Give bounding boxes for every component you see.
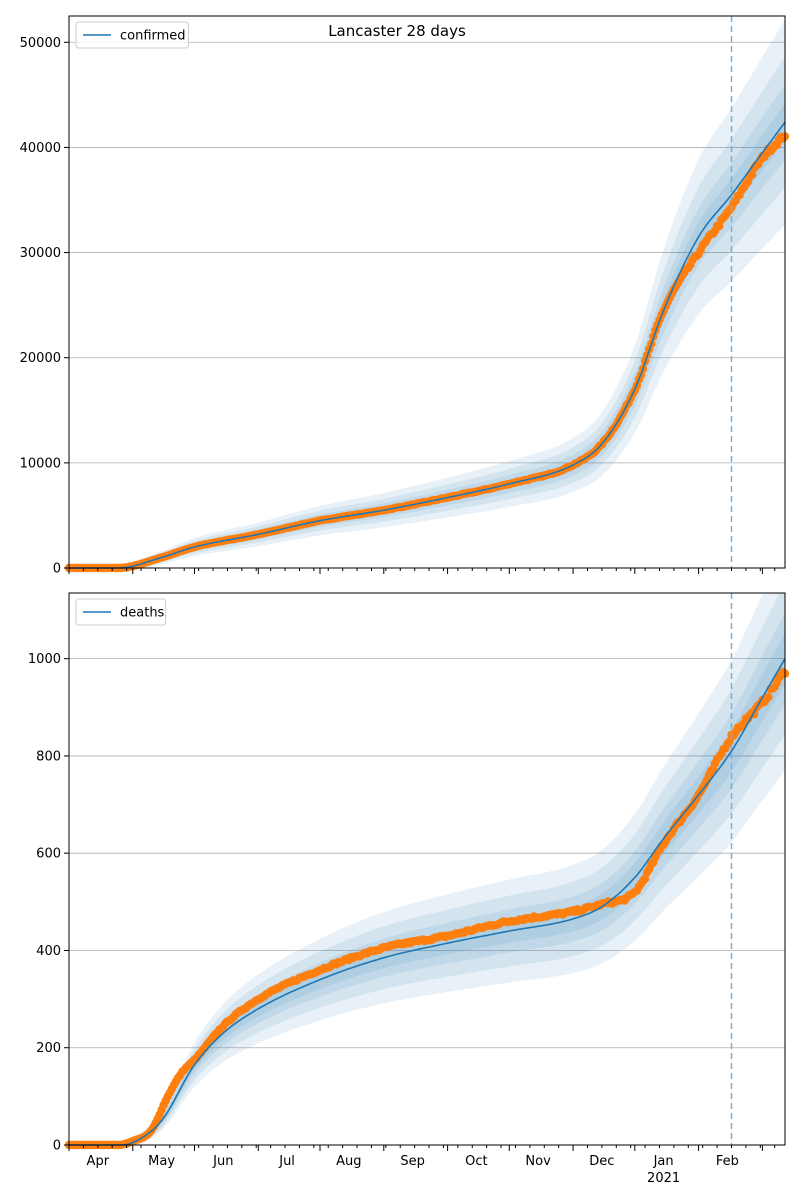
- chart-title: Lancaster 28 days: [328, 22, 466, 40]
- deaths-legend-label: deaths: [120, 606, 165, 621]
- deaths-y-axis: 0 200 400 600 800 1000: [28, 652, 69, 1154]
- x-tick-label-0: Apr: [87, 1154, 110, 1169]
- x-axis-year-label: 2021: [647, 1171, 680, 1186]
- deaths-legend-box: [75, 598, 167, 626]
- y-tick-label-1: 10000: [20, 456, 61, 471]
- deaths-x-axis-ticks: [68, 1145, 776, 1151]
- confirmed-panel: 0 10000 20000 30000 40000 50000 confirmed Lan…: [20, 15, 790, 577]
- confirmed-legend: confirmed: [75, 21, 189, 49]
- y-tick-label-3: 600: [36, 847, 61, 862]
- deaths-panel: 0 200 400 600 800 1000 Apr May Jun Jul Aug Sep Oct N…: [28, 592, 790, 1186]
- x-tick-label-4: Aug: [336, 1154, 361, 1169]
- observed-point: [640, 874, 650, 883]
- y-tick-label-0: 0: [53, 562, 61, 577]
- deaths-x-axis-labels: Apr May Jun Jul Aug Sep Oct Nov Dec Jan Feb: [87, 1154, 739, 1169]
- uncertainty-band-0: [69, 633, 785, 1145]
- y-tick-label-4: 800: [36, 749, 61, 764]
- y-tick-label-5: 1000: [28, 652, 61, 667]
- x-tick-label-1: May: [148, 1154, 175, 1169]
- uncertainty-band-1: [69, 84, 785, 569]
- deaths-legend: deaths: [75, 598, 167, 626]
- x-tick-label-7: Nov: [525, 1154, 551, 1169]
- uncertainty-band-1: [69, 612, 785, 1145]
- uncertainty-band-3: [69, 19, 785, 568]
- y-tick-label-2: 20000: [20, 351, 61, 366]
- deaths-axes-frame: [68, 592, 786, 1146]
- y-tick-label-5: 50000: [20, 36, 61, 51]
- confirmed-x-axis-ticks: [68, 568, 776, 574]
- y-tick-label-4: 40000: [20, 141, 61, 156]
- x-tick-label-9: Jan: [653, 1154, 674, 1169]
- y-tick-label-0: 0: [53, 1139, 61, 1154]
- confirmed-model-line: [69, 121, 786, 569]
- x-tick-label-10: Feb: [716, 1154, 739, 1169]
- x-tick-label-5: Sep: [400, 1154, 425, 1169]
- observed-point: [747, 170, 757, 179]
- y-tick-label-2: 400: [36, 944, 61, 959]
- y-tick-label-3: 30000: [20, 246, 61, 261]
- x-tick-label-8: Dec: [589, 1154, 614, 1169]
- confirmed-legend-label: confirmed: [120, 29, 186, 44]
- confirmed-y-axis: 0 10000 20000 30000 40000 50000: [20, 36, 69, 577]
- deaths-observed-points: [64, 667, 790, 1150]
- y-tick-label-1: 200: [36, 1041, 61, 1056]
- x-tick-label-3: Jul: [278, 1154, 295, 1169]
- confirmed-legend-box: [75, 21, 189, 49]
- x-tick-label-2: Jun: [212, 1154, 233, 1169]
- confirmed-axes-frame: [68, 15, 786, 569]
- x-tick-label-6: Oct: [465, 1154, 487, 1169]
- observed-point: [764, 692, 773, 701]
- deaths-model-line: [69, 658, 786, 1146]
